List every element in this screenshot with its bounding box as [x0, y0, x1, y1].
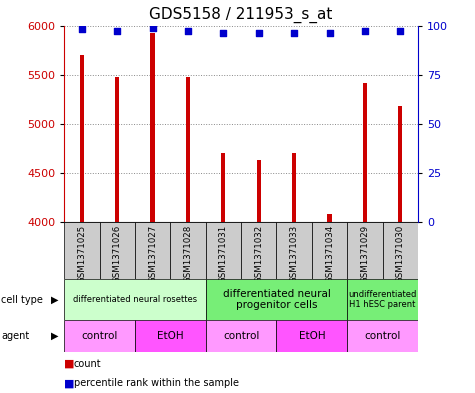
Point	[219, 30, 227, 37]
Bar	[292, 153, 296, 222]
Bar	[206, 320, 276, 352]
Text: GSM1371027: GSM1371027	[148, 225, 157, 283]
Bar	[276, 222, 312, 279]
Bar	[80, 55, 84, 222]
Point	[184, 28, 192, 35]
Text: GSM1371034: GSM1371034	[325, 225, 334, 283]
Text: ▶: ▶	[51, 295, 58, 305]
Point	[149, 24, 156, 31]
Bar	[64, 320, 135, 352]
Text: agent: agent	[1, 331, 29, 341]
Bar	[312, 222, 347, 279]
Bar	[347, 320, 418, 352]
Bar	[135, 320, 206, 352]
Bar	[99, 222, 135, 279]
Bar	[241, 222, 276, 279]
Bar	[135, 222, 171, 279]
Text: control: control	[81, 331, 118, 341]
Bar	[256, 160, 261, 222]
Bar	[115, 77, 119, 222]
Bar	[206, 279, 347, 320]
Text: GSM1371032: GSM1371032	[254, 225, 263, 283]
Bar	[327, 214, 332, 222]
Text: GSM1371025: GSM1371025	[77, 225, 86, 283]
Text: undifferentiated
H1 hESC parent: undifferentiated H1 hESC parent	[349, 290, 417, 309]
Text: ▶: ▶	[51, 331, 58, 341]
Bar	[363, 83, 367, 222]
Bar	[151, 33, 155, 222]
Text: EtOH: EtOH	[298, 331, 325, 341]
Bar	[186, 77, 190, 222]
Bar	[64, 222, 100, 279]
Bar	[170, 222, 206, 279]
Point	[361, 28, 369, 35]
Bar	[276, 320, 347, 352]
Bar	[383, 222, 418, 279]
Text: count: count	[74, 358, 101, 369]
Bar	[398, 106, 402, 222]
Text: ■: ■	[64, 378, 75, 388]
Point	[114, 28, 121, 35]
Text: cell type: cell type	[1, 295, 43, 305]
Text: GSM1371030: GSM1371030	[396, 225, 405, 283]
Point	[326, 30, 333, 37]
Point	[290, 30, 298, 37]
Bar	[347, 279, 418, 320]
Bar	[347, 222, 383, 279]
Text: GSM1371028: GSM1371028	[183, 225, 192, 283]
Text: GSM1371031: GSM1371031	[219, 225, 228, 283]
Text: EtOH: EtOH	[157, 331, 184, 341]
Bar	[221, 153, 226, 222]
Point	[255, 30, 263, 37]
Text: GSM1371026: GSM1371026	[113, 225, 122, 283]
Title: GDS5158 / 211953_s_at: GDS5158 / 211953_s_at	[149, 7, 333, 23]
Text: ■: ■	[64, 358, 75, 369]
Bar	[206, 222, 241, 279]
Text: percentile rank within the sample: percentile rank within the sample	[74, 378, 238, 388]
Bar	[64, 279, 206, 320]
Text: differentiated neural
progenitor cells: differentiated neural progenitor cells	[222, 289, 331, 310]
Text: GSM1371029: GSM1371029	[361, 225, 370, 283]
Text: differentiated neural rosettes: differentiated neural rosettes	[73, 295, 197, 304]
Point	[78, 26, 86, 33]
Point	[397, 28, 404, 35]
Text: GSM1371033: GSM1371033	[290, 225, 299, 283]
Text: control: control	[223, 331, 259, 341]
Text: control: control	[364, 331, 401, 341]
